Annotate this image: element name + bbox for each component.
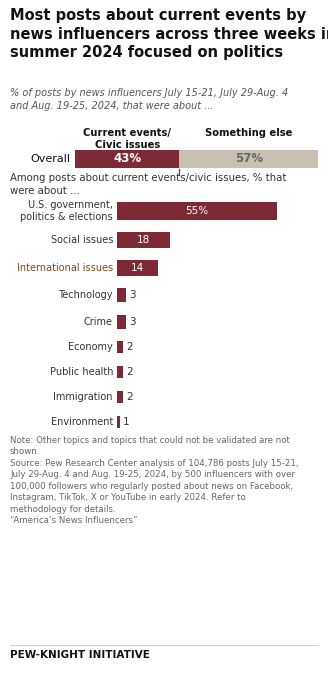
Text: Environment: Environment <box>51 417 113 427</box>
Text: 14: 14 <box>131 263 144 273</box>
Bar <box>117 315 126 329</box>
Text: 2: 2 <box>126 342 133 352</box>
Bar <box>117 416 120 428</box>
Text: 3: 3 <box>129 317 135 327</box>
Text: Social issues: Social issues <box>51 235 113 245</box>
Text: International issues: International issues <box>17 263 113 273</box>
Text: Economy: Economy <box>68 342 113 352</box>
Text: Technology: Technology <box>58 290 113 300</box>
Bar <box>117 341 123 353</box>
Text: 55%: 55% <box>186 206 209 216</box>
Bar <box>117 288 126 302</box>
Text: Public health: Public health <box>50 367 113 377</box>
Text: Something else: Something else <box>205 128 293 138</box>
Text: % of posts by news influencers July 15-21, July 29-Aug. 4
and Aug. 19-25, 2024, : % of posts by news influencers July 15-2… <box>10 88 288 111</box>
Text: 3: 3 <box>129 290 135 300</box>
Text: 2: 2 <box>126 392 133 402</box>
Text: 2: 2 <box>126 367 133 377</box>
Bar <box>117 260 158 276</box>
Text: Crime: Crime <box>84 317 113 327</box>
Text: Overall: Overall <box>30 154 70 164</box>
Text: PEW-KNIGHT INITIATIVE: PEW-KNIGHT INITIATIVE <box>10 650 150 660</box>
Text: 57%: 57% <box>235 152 263 165</box>
Text: 18: 18 <box>137 235 150 245</box>
Text: Among posts about current events/civic issues, % that
were about ...: Among posts about current events/civic i… <box>10 173 286 196</box>
Text: Most posts about current events by
news influencers across three weeks in
summer: Most posts about current events by news … <box>10 8 328 60</box>
Bar <box>117 366 123 378</box>
Bar <box>179 150 318 168</box>
Bar <box>117 391 123 403</box>
Text: Current events/
Civic issues: Current events/ Civic issues <box>83 128 171 150</box>
Bar <box>117 202 277 220</box>
Text: U.S. government,
politics & elections: U.S. government, politics & elections <box>20 200 113 222</box>
Bar <box>117 232 170 248</box>
Text: 1: 1 <box>123 417 130 427</box>
Bar <box>75 150 179 168</box>
Text: 43%: 43% <box>113 152 141 165</box>
Text: Immigration: Immigration <box>53 392 113 402</box>
Text: Note: Other topics and topics that could not be validated are not
shown.
Source:: Note: Other topics and topics that could… <box>10 436 298 525</box>
